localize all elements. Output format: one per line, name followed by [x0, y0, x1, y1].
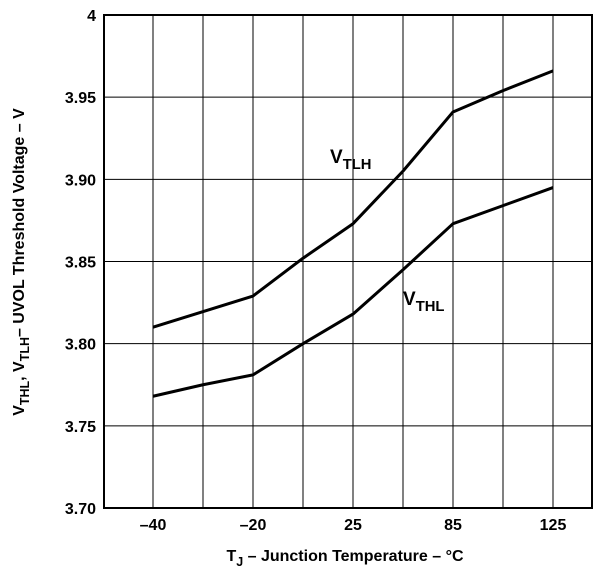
plot-frame [103, 14, 593, 509]
y-tick-labels: 3.70 3.75 3.80 3.85 3.90 3.95 4 [65, 8, 96, 518]
x-tick-label: 85 [444, 517, 462, 534]
y-tick-label: 3.80 [65, 337, 96, 354]
x-tick-labels: –40 –20 25 85 125 [140, 517, 567, 534]
y-axis-title: VTHL, VTLH– UVOL Threshold Voltage – V [11, 108, 32, 416]
series-label-vtlh: VTLH [330, 147, 371, 173]
y-axis-title-sub2: TLH [18, 337, 32, 361]
y-tick-label: 3.75 [65, 419, 96, 436]
y-tick-label: 3.85 [65, 255, 96, 272]
y-tick-label: 4 [87, 8, 96, 25]
x-axis-title: TJ – Junction Temperature – °C [226, 548, 464, 569]
y-axis-title-sep: , V [11, 361, 28, 381]
series-label-vthl: VTHL [403, 289, 444, 315]
y-axis-title-v1: V [11, 405, 28, 416]
grid-lines [104, 15, 592, 508]
x-tick-label: –40 [140, 517, 167, 534]
y-axis-title-sub1: THL [18, 380, 32, 405]
y-tick-label: 3.70 [65, 501, 96, 518]
series-line-vthl [152, 186, 554, 398]
series-line-vtlh [152, 69, 554, 329]
series-lines [152, 69, 554, 398]
series-label-vtlh-sub: TLH [343, 157, 372, 173]
x-tick-label: 125 [540, 517, 567, 534]
series-label-vthl-sub: THL [416, 299, 445, 315]
y-tick-label: 3.90 [65, 172, 96, 189]
y-axis-title-rest: – UVOL Threshold Voltage – V [11, 108, 28, 337]
x-axis-title-sub: J [236, 555, 243, 569]
series-label-vthl-main: V [403, 289, 416, 310]
series-label-vtlh-main: V [330, 147, 343, 168]
x-axis-title-rest: – Junction Temperature – °C [243, 548, 464, 565]
x-axis-title-prefix: T [226, 548, 236, 565]
x-tick-label: 25 [344, 517, 362, 534]
y-tick-label: 3.95 [65, 90, 96, 107]
x-tick-label: –20 [240, 517, 267, 534]
